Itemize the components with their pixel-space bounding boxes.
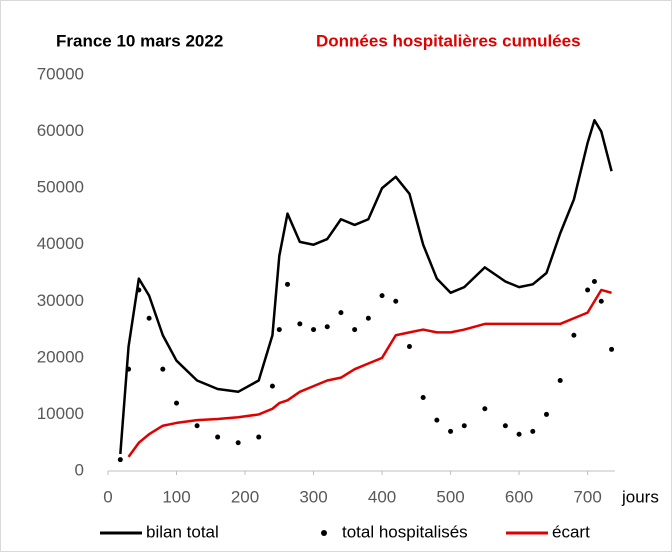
chart-subtitle: Données hospitalières cumulées [316,31,581,50]
y-tick-label: 30000 [37,291,84,310]
data-point [365,315,371,321]
data-point [269,383,275,389]
chart-title: France 10 mars 2022 [56,31,223,50]
data-point [598,298,604,304]
y-tick-label: 70000 [37,64,84,83]
data-point [285,281,291,287]
data-point [502,423,508,429]
y-tick-label: 0 [75,460,84,479]
data-point [516,431,522,437]
data-point [297,321,303,327]
data-point [379,293,385,299]
data-point [461,423,467,429]
data-point [543,411,549,417]
x-tick-label: 0 [103,487,112,506]
data-point [117,457,123,463]
series-line [127,288,612,458]
legend-label: écart [552,522,590,541]
data-point [126,366,132,372]
x-tick-label: 400 [368,487,396,506]
data-point [276,327,282,333]
data-point [420,394,426,400]
data-point [434,417,440,423]
data-point [482,406,488,412]
data-point [557,377,563,383]
data-point [530,428,536,434]
data-point [338,310,344,316]
data-point [311,327,317,333]
data-point [256,434,262,440]
data-point [174,400,180,406]
legend-marker [321,530,327,536]
legend-label: bilan total [146,522,219,541]
data-point [448,428,454,434]
y-tick-label: 60000 [37,121,84,140]
y-tick-label: 10000 [37,404,84,423]
x-tick-label: 300 [299,487,327,506]
data-point [235,440,241,446]
y-tick-label: 20000 [37,347,84,366]
data-point [571,332,577,338]
data-point [609,346,615,352]
x-tick-label: 700 [573,487,601,506]
series-line [119,119,613,455]
data-point [324,324,330,330]
x-tick-label: 500 [436,487,464,506]
x-tick-label: 200 [231,487,259,506]
legend-label: total hospitalisés [342,522,468,541]
data-point [591,278,597,284]
data-point [146,315,152,321]
data-point [194,423,200,429]
data-point [136,287,142,293]
x-axis-label: jours [621,487,659,506]
y-tick-label: 50000 [37,178,84,197]
data-point [215,434,221,440]
x-tick-label: 600 [505,487,533,506]
data-point [585,287,591,293]
data-point [160,366,166,372]
x-tick-label: 100 [162,487,190,506]
data-point [393,298,399,304]
y-tick-label: 40000 [37,234,84,253]
data-point [352,327,358,333]
data-point [406,344,412,350]
